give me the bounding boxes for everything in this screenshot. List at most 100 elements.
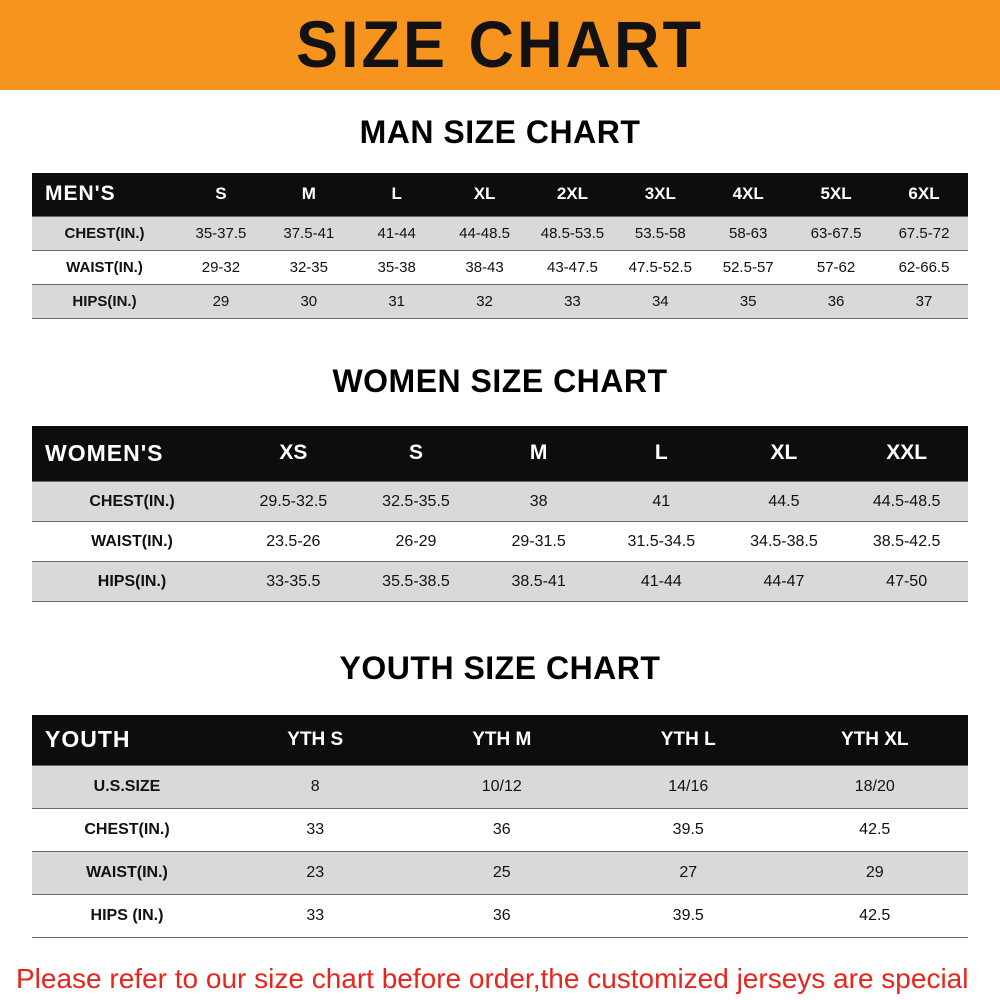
measurement-row: WAIST(IN.) 23.5-26 26-29 29-31.5 31.5-34.5 34…: [32, 521, 968, 562]
size-value-cell: 44-47: [722, 561, 846, 602]
size-column-header: 2XL: [528, 173, 617, 216]
size-value-cell: 43-47.5: [528, 249, 617, 284]
table-header-row: WOMEN'S XS S M L XL XXL: [32, 425, 968, 482]
size-column-header: 5XL: [792, 173, 880, 216]
man-size-heading: MAN SIZE CHART: [359, 114, 641, 150]
measurement-row-label: WAIST(IN.): [32, 249, 177, 284]
size-value-cell: 33: [528, 283, 617, 319]
measurement-row-label: U.S.SIZE: [32, 764, 222, 808]
measurement-row-label: CHEST(IN.): [32, 215, 177, 250]
size-value-cell: 39.5: [595, 893, 782, 938]
size-column-header: M: [477, 425, 600, 482]
size-charts-main: MAN SIZE CHART MEN'S S M L XL 2XL 3XL 4XL 5XL 6XL…: [0, 114, 1000, 938]
size-value-cell: 48.5-53.5: [528, 215, 617, 250]
youth-size-table: YOUTH YTH S YTH M YTH L YTH XL U.S.SIZE 8 10/12…: [32, 715, 968, 938]
size-value-cell: 57-62: [792, 249, 880, 284]
size-value-cell: 26-29: [354, 521, 478, 562]
measurement-row-label: HIPS (IN.): [32, 893, 222, 938]
size-column-header: M: [264, 173, 353, 216]
man-size-section: MAN SIZE CHART MEN'S S M L XL 2XL 3XL 4XL 5XL 6XL…: [0, 114, 1000, 319]
size-column-header: 6XL: [880, 173, 968, 216]
measurement-row: HIPS (IN.) 33 36 39.5 42.5: [32, 893, 968, 938]
size-value-cell: 44.5-48.5: [845, 481, 968, 522]
size-value-cell: 27: [595, 850, 782, 894]
size-value-cell: 41: [599, 481, 723, 522]
size-value-cell: 35-37.5: [177, 215, 265, 250]
size-column-header: XXL: [845, 425, 968, 482]
measurement-row-label: CHEST(IN.): [32, 481, 232, 522]
size-value-cell: 39.5: [595, 807, 782, 851]
size-value-cell: 25: [408, 850, 595, 894]
size-column-header: 3XL: [616, 173, 705, 216]
size-value-cell: 38: [477, 481, 600, 522]
size-value-cell: 47-50: [845, 561, 968, 602]
size-value-cell: 35-38: [352, 249, 441, 284]
size-chart-banner: SIZE CHART: [0, 0, 1000, 90]
measurement-row-label: WAIST(IN.): [32, 850, 222, 894]
table-header-row: YOUTH YTH S YTH M YTH L YTH XL: [32, 715, 968, 765]
size-column-header: YTH M: [408, 715, 595, 765]
size-value-cell: 32.5-35.5: [354, 481, 478, 522]
size-value-cell: 42.5: [781, 893, 968, 938]
size-value-cell: 67.5-72: [880, 215, 968, 250]
page-title: SIZE CHART: [296, 8, 704, 82]
size-column-header: S: [177, 173, 265, 216]
measurement-row-label: CHEST(IN.): [32, 807, 222, 851]
size-value-cell: 18/20: [781, 764, 968, 808]
measurement-row-label: HIPS(IN.): [32, 283, 177, 319]
size-value-cell: 32: [440, 283, 529, 319]
man-size-table: MEN'S S M L XL 2XL 3XL 4XL 5XL 6XL CHEST(IN.) 35-37…: [32, 173, 968, 319]
measurement-row: WAIST(IN.) 29-32 32-35 35-38 38-43 43-47.5 47.…: [32, 249, 968, 284]
size-value-cell: 63-67.5: [792, 215, 880, 250]
size-value-cell: 31.5-34.5: [599, 521, 723, 562]
measurement-row: U.S.SIZE 8 10/12 14/16 18/20: [32, 764, 968, 808]
size-value-cell: 41-44: [352, 215, 441, 250]
women-size-table: WOMEN'S XS S M L XL XXL CHEST(IN.) 29.5-32.5 32.5…: [32, 425, 968, 602]
size-value-cell: 41-44: [599, 561, 723, 602]
size-value-cell: 14/16: [595, 764, 782, 808]
size-column-header: YTH L: [595, 715, 782, 765]
size-value-cell: 42.5: [781, 807, 968, 851]
size-value-cell: 37: [880, 283, 968, 319]
size-value-cell: 29: [177, 283, 265, 319]
measurement-row-label: HIPS(IN.): [32, 561, 232, 602]
size-value-cell: 33: [222, 807, 409, 851]
size-value-cell: 36: [408, 807, 595, 851]
size-value-cell: 53.5-58: [616, 215, 705, 250]
size-value-cell: 33-35.5: [232, 561, 355, 602]
size-value-cell: 34: [616, 283, 705, 319]
size-column-header: YTH S: [222, 715, 409, 765]
measurement-row-label: WAIST(IN.): [32, 521, 232, 562]
women-size-heading: WOMEN SIZE CHART: [332, 362, 668, 399]
size-value-cell: 58-63: [704, 215, 793, 250]
youth-size-heading: YOUTH SIZE CHART: [339, 650, 661, 686]
size-column-header: 4XL: [704, 173, 793, 216]
size-value-cell: 38.5-42.5: [845, 521, 968, 562]
size-value-cell: 35.5-38.5: [354, 561, 478, 602]
size-value-cell: 29: [781, 850, 968, 894]
size-value-cell: 38-43: [440, 249, 529, 284]
size-value-cell: 29-32: [177, 249, 265, 284]
footer-note: Please refer to our size chart before or…: [0, 960, 1000, 1000]
size-value-cell: 62-66.5: [880, 249, 968, 284]
youth-size-section: YOUTH SIZE CHART YOUTH YTH S YTH M YTH L YTH…: [0, 650, 1000, 938]
size-column-header: XS: [232, 425, 355, 482]
measurement-row: HIPS(IN.) 29 30 31 32 33 34 35 36 37: [32, 283, 968, 319]
size-column-header: L: [599, 425, 723, 482]
size-column-header: S: [354, 425, 478, 482]
table-title-cell: YOUTH: [32, 715, 222, 765]
size-value-cell: 47.5-52.5: [616, 249, 705, 284]
measurement-row: CHEST(IN.) 33 36 39.5 42.5: [32, 807, 968, 851]
table-title-cell: WOMEN'S: [32, 425, 232, 482]
table-header-row: MEN'S S M L XL 2XL 3XL 4XL 5XL 6XL: [32, 173, 968, 216]
size-column-header: XL: [440, 173, 529, 216]
measurement-row: HIPS(IN.) 33-35.5 35.5-38.5 38.5-41 41-44 44-…: [32, 561, 968, 602]
size-value-cell: 8: [222, 764, 409, 808]
size-value-cell: 36: [792, 283, 880, 319]
size-value-cell: 44-48.5: [440, 215, 529, 250]
size-value-cell: 23: [222, 850, 409, 894]
size-column-header: L: [352, 173, 441, 216]
size-value-cell: 44.5: [722, 481, 846, 522]
footer-line-1: Please refer to our size chart before or…: [16, 962, 969, 1000]
size-value-cell: 32-35: [264, 249, 353, 284]
